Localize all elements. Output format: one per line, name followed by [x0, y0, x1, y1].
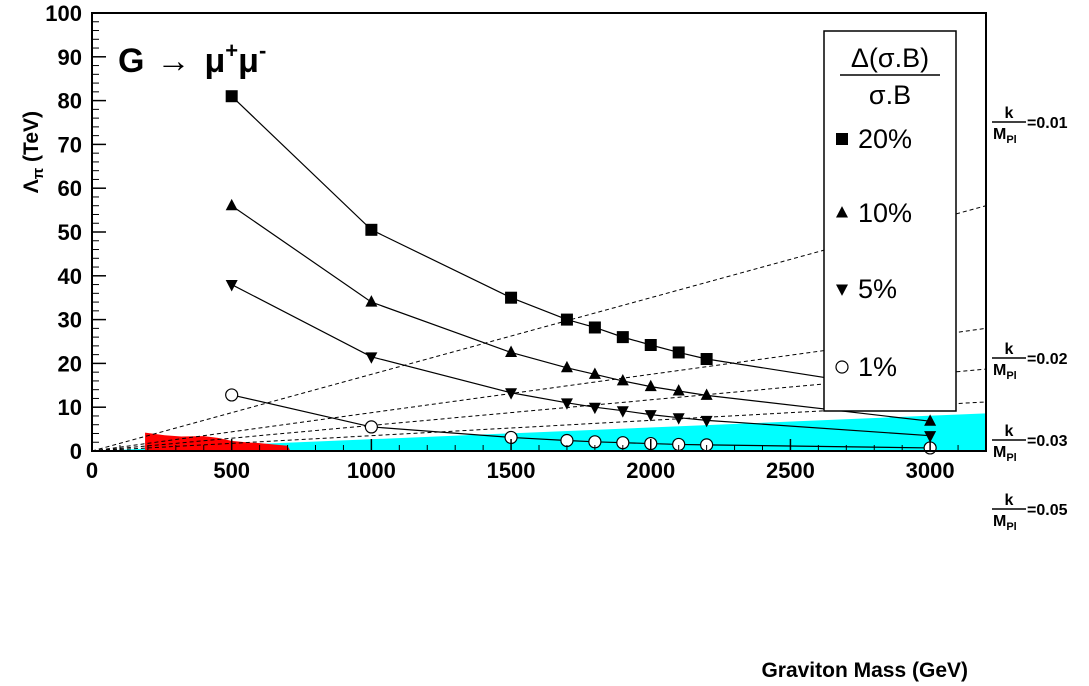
y-tick-label: 0 [70, 439, 82, 464]
legend-marker [836, 284, 848, 296]
data-point [225, 280, 238, 292]
data-point [225, 198, 238, 211]
data-point [672, 413, 685, 425]
y-tick-label: 40 [58, 264, 82, 289]
x-tick-label: 2000 [626, 458, 675, 483]
kline-value: =0.03 [1027, 433, 1068, 450]
x-tick-label: 500 [213, 458, 250, 483]
data-point [616, 374, 629, 386]
legend-label: 10% [858, 198, 912, 228]
y-tick-label: 80 [58, 89, 82, 114]
data-point [365, 352, 378, 364]
data-point [700, 388, 713, 400]
kline-numerator: k [1005, 423, 1014, 440]
kline-labels: k MPl =0.01 k MPl =0.02 k MPl =0.03 k MPl =0.05 [992, 105, 1068, 533]
x-tick-label: 1500 [487, 458, 536, 483]
data-point [672, 346, 685, 359]
x-tick-label: 2500 [766, 458, 815, 483]
y-tick-label: 50 [58, 220, 82, 245]
x-tick-label: 3000 [906, 458, 955, 483]
data-point [560, 313, 573, 326]
legend-marker [835, 360, 849, 374]
data-point [225, 388, 239, 402]
legend-label: 5% [858, 274, 897, 304]
data-point [560, 360, 573, 373]
y-axis-title: Λπ (TeV) [20, 111, 47, 193]
kline-numerator: k [1005, 341, 1014, 358]
data-point [644, 410, 657, 422]
data-point [924, 414, 937, 426]
y-tick-label: 90 [58, 45, 82, 70]
data-point [644, 339, 657, 352]
data-point [616, 331, 629, 344]
kline-4 [91, 401, 987, 452]
region-excluded-red [145, 432, 291, 451]
data-point [700, 353, 713, 366]
data-point [588, 367, 601, 379]
series-line [231, 95, 931, 395]
series-line [231, 284, 931, 437]
data-point [588, 321, 601, 334]
region-theory-cyan [92, 413, 986, 451]
data-point [588, 402, 601, 415]
data-point [505, 388, 518, 400]
kline-denominator: MPl [993, 513, 1017, 533]
y-tick-label: 20 [58, 351, 82, 376]
data-point [924, 431, 937, 443]
data-point [700, 415, 713, 428]
kline-denominator: MPl [993, 362, 1017, 382]
legend-title-numerator: Δ(σ.B) [851, 43, 929, 73]
kline-denominator: MPl [993, 126, 1017, 146]
legend-box [823, 30, 957, 412]
y-tick-label: 10 [58, 395, 82, 420]
kline-value: =0.05 [1027, 502, 1068, 519]
kline-value: =0.02 [1027, 351, 1068, 368]
data-point [365, 295, 378, 307]
data-point [505, 291, 518, 304]
data-point [560, 398, 573, 410]
chart-title: G → μ+μ- [118, 38, 266, 80]
data-point [672, 384, 685, 396]
data-point [505, 345, 518, 357]
data-point [364, 420, 378, 434]
kline-numerator: k [1005, 105, 1014, 122]
data-point [616, 406, 629, 418]
kline-label: k MPl =0.03 [992, 423, 1068, 464]
legend-marker [836, 133, 848, 145]
data-point [560, 433, 574, 448]
data-point [365, 223, 378, 236]
kline-denominator: MPl [993, 444, 1017, 464]
legend-title-denominator: σ.B [869, 80, 911, 110]
kline-3 [91, 368, 987, 452]
series-line [231, 205, 931, 422]
kline-value: =0.01 [1027, 115, 1068, 132]
legend-marker [836, 206, 848, 218]
y-tick-label: 30 [58, 308, 82, 333]
series-line [231, 394, 931, 449]
legend-label: 1% [858, 352, 897, 382]
kline-label: k MPl =0.01 [992, 105, 1068, 146]
x-tick-label: 1000 [347, 458, 396, 483]
y-tick-label: 60 [58, 176, 82, 201]
data-point [644, 379, 657, 392]
legend: Δ(σ.B) σ.B 20% 10% 5% 1% [823, 30, 957, 412]
x-tick-label: 0 [86, 458, 98, 483]
kline-label: k MPl =0.05 [992, 492, 1068, 533]
y-tick-label: 70 [58, 132, 82, 157]
legend-label: 20% [858, 124, 912, 154]
data-point [225, 90, 238, 103]
x-axis-title: Graviton Mass (GeV) [761, 659, 968, 682]
kline-label: k MPl =0.02 [992, 341, 1068, 382]
series-1 [225, 198, 937, 426]
series-2 [225, 280, 937, 443]
legend-entries: 20% 10% 5% 1% [835, 124, 912, 382]
regions [92, 413, 986, 451]
y-tick-label: 100 [45, 1, 82, 26]
axis-ticks: 0 500 1000 1500 2000 2500 3000 0 10 20 30 40 50 60 70 8… [45, 1, 959, 483]
kline-numerator: k [1005, 492, 1014, 509]
